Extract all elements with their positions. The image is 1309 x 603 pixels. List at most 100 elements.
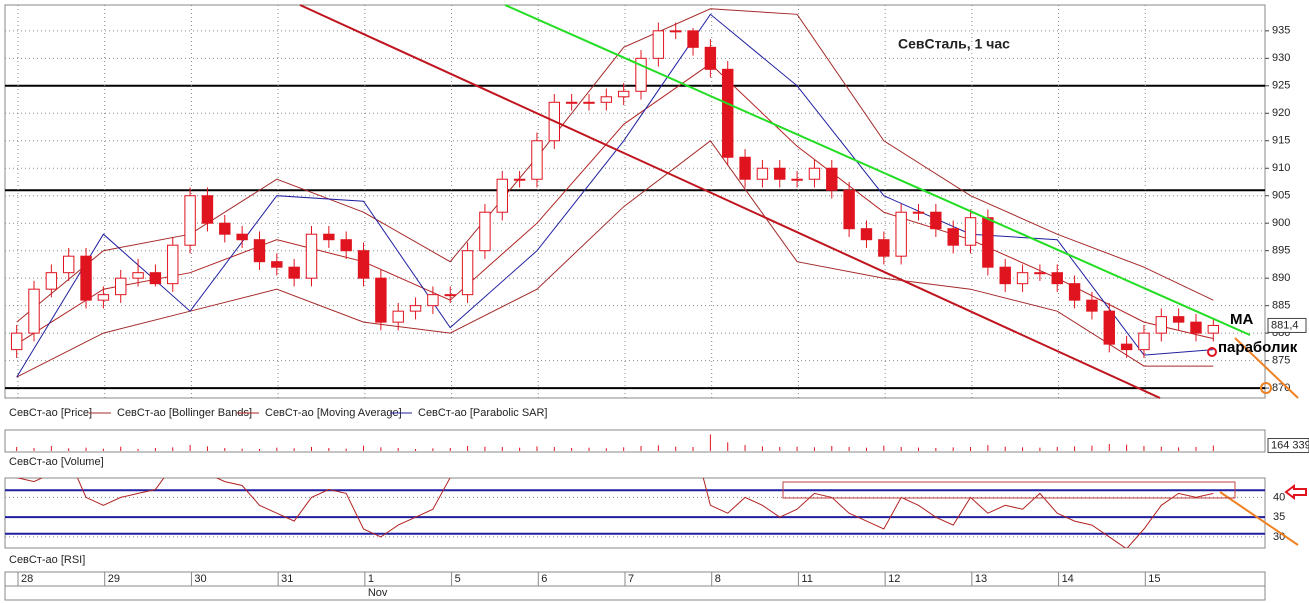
candle-body [1172,316,1185,323]
candle-body [791,178,803,181]
candle-body [1068,283,1081,301]
y-tick-label: 885 [1272,300,1290,312]
legend-entry: СевСт-ао [Bollinger Bands] [117,407,252,419]
y-tick-label: 925 [1272,80,1290,92]
rsi-tick-label: 40 [1273,491,1285,503]
candle-body [600,96,613,103]
candle-body [288,266,300,279]
candle-body [1086,299,1098,312]
rsi-tick-label: 35 [1273,511,1285,523]
candle-body [808,167,821,180]
candle-body [97,294,110,301]
candle-body [826,167,838,191]
candle-body [253,239,266,263]
y-tick-label: 915 [1272,135,1290,147]
candle-body [305,233,318,279]
candle-body [722,68,734,158]
candle-body [10,332,23,351]
candle-body [1190,321,1202,334]
x-tick-label: 30 [194,573,206,585]
candle-body [1155,316,1168,334]
candle-body [479,211,491,252]
last-price-box [1267,317,1307,333]
candle-body [427,294,439,307]
candle-body [323,233,335,241]
y-tick-label: 890 [1272,272,1290,284]
candle-body [461,250,474,296]
bb_lower-line [16,140,1214,378]
rsi-line [16,478,1214,548]
forecast-arrow [1219,491,1299,546]
legend-entry: СевСт-ао [Parabolic SAR] [418,407,548,419]
x-tick-label: 11 [801,573,812,585]
candle-body [1103,310,1115,345]
candle-body [635,57,647,92]
candle-body [912,211,925,214]
price-panel [4,4,1266,399]
bb_upper-line [16,8,1214,323]
y-tick-label: 905 [1272,190,1290,202]
candle-body [132,272,144,279]
legend-entry: СевСт-ао [Price] [9,407,92,419]
candle-body [964,217,977,246]
candle-body [1016,272,1029,285]
candle-body [62,255,75,274]
candle-body [669,30,682,33]
candle-body [409,305,422,312]
texts: 8708758808858908959009059109159209259309… [5,25,1309,599]
candle-body [704,46,717,70]
panel-label: СевСт-ао [RSI] [9,554,85,566]
candle-body [1034,272,1046,275]
marker [1260,382,1272,394]
candle-body [895,211,907,257]
candle-body [878,239,890,257]
candle-body [982,217,994,268]
x-tick-label: 12 [888,573,900,585]
candle-body [774,167,786,180]
legend-entry: СевСт-ао [Moving Average] [265,407,402,419]
candle-body [565,101,578,104]
annotation: MA [1230,311,1253,328]
y-tick-label: 930 [1272,52,1290,64]
candle-body [1120,343,1133,351]
candle-body [947,228,959,246]
chart-title: СевСталь, 1 час [898,36,1010,52]
candle-body [167,244,179,285]
marker [1207,347,1217,357]
y-tick-label: 895 [1272,245,1290,257]
x-tick-label: 8 [715,573,721,585]
annotation: параболик [1218,339,1298,356]
candle-body [687,30,699,48]
x-tick-label: 5 [455,573,461,585]
candle-body [531,140,543,180]
y-tick-label: 875 [1272,355,1290,367]
ma-line [16,63,1214,345]
x-tick-label: 13 [975,573,987,585]
x-tick-label: 1 [368,573,374,585]
candle-body [340,239,352,252]
candle-body [843,189,855,230]
candle-body [45,272,58,290]
price-plot [5,5,1265,398]
volume-panel [4,429,1266,453]
candle-body [236,233,248,241]
x-tick-label: 6 [541,573,547,585]
candle-body [583,101,595,104]
x-tick-label: 15 [1148,573,1160,585]
candle-body [513,178,526,181]
channel-line [299,4,1161,399]
candle-body [930,211,942,230]
rsi-panel [4,477,1266,549]
candle-body [375,277,387,323]
x-tick-label: 14 [1062,573,1074,585]
candle-body [357,250,370,279]
candle-body [201,195,214,224]
x-tick-label: 29 [108,573,120,585]
forecast-arrow [1234,337,1299,399]
candle-body [80,255,92,301]
candle-body [1207,324,1220,334]
y-tick-label: 910 [1272,162,1290,174]
y-tick-label: 935 [1272,25,1290,37]
candle-body [617,90,630,98]
